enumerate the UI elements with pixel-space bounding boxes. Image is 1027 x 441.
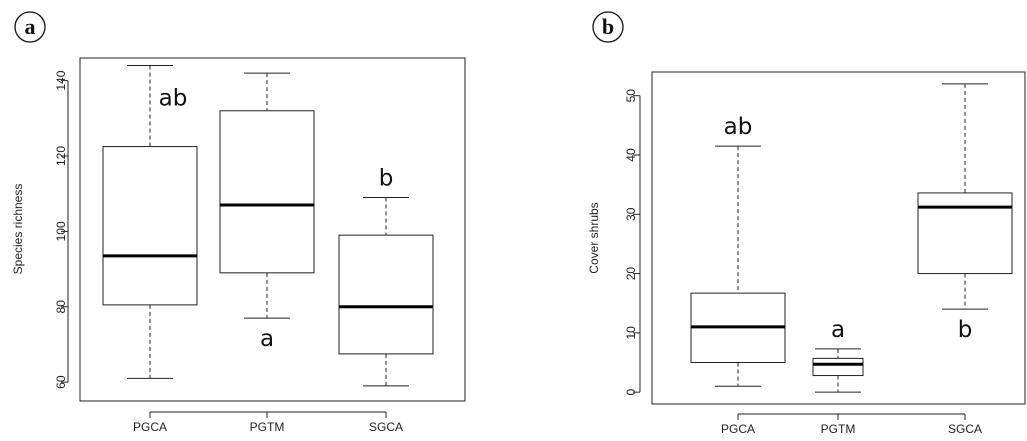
iqr-box [917,192,1013,275]
x-tick-label: PGCA [133,420,167,434]
panel-b-plot-frame [651,71,1026,405]
iqr-box [102,146,198,306]
y-tick-label: 10 [624,326,638,340]
x-tick-label: PGCA [721,422,755,436]
x-tick-label: PGTM [250,420,285,434]
panel-b-badge [592,11,624,43]
x-tick-label: PGTM [821,422,856,436]
y-tick-label: 100 [54,221,68,241]
panel-a: a Species richness 60 80 100 120 140 PGCA PGT… [11,11,466,434]
y-tick-label: 120 [54,146,68,166]
iqr-box [338,234,434,355]
significance-letter: b [379,165,394,191]
x-tick-label: SGCA [369,420,403,434]
iqr-box [812,357,864,377]
significance-letter: a [831,317,845,343]
panel-b-x-axis: PGCA PGTM SGCA [721,413,982,436]
y-tick-label: 80 [54,300,68,314]
iqr-box [219,110,315,274]
panel-b-y-axis-label: Cover shrubs [587,202,601,273]
y-tick-label: 60 [54,375,68,389]
box-pgca: ab [102,65,198,379]
box-pgtm: a [219,72,315,352]
y-tick-label: 40 [624,148,638,162]
y-tick-label: 20 [624,267,638,281]
y-tick-label: 50 [624,89,638,103]
y-tick-label: 30 [624,207,638,221]
significance-letter: ab [159,86,188,112]
y-tick-label: 140 [54,70,68,90]
x-tick-label: SGCA [948,422,982,436]
panel-a-y-axis: 60 80 100 120 140 [54,70,69,389]
y-tick-label: 0 [624,388,638,395]
box-sgca: b [338,165,434,387]
box-pgtm: a [812,317,864,393]
significance-letter: b [958,317,973,343]
panel-a-badge [14,11,46,43]
panel-b-boxes: aba b [690,83,1013,393]
significance-letter: a [260,326,274,352]
panel-a-plot-frame [79,57,466,402]
panel-b-label: b [602,14,614,39]
panel-a-y-axis-label: Species richness [11,184,25,275]
panel-a-x-axis: PGCA PGTM SGCA [133,411,403,434]
panel-a-label: a [25,14,36,39]
box-sgca: b [917,83,1013,343]
box-pgca: ab [690,114,786,387]
panel-b-y-axis: 0 10 20 30 40 50 [624,89,641,395]
significance-letter: ab [724,114,753,140]
